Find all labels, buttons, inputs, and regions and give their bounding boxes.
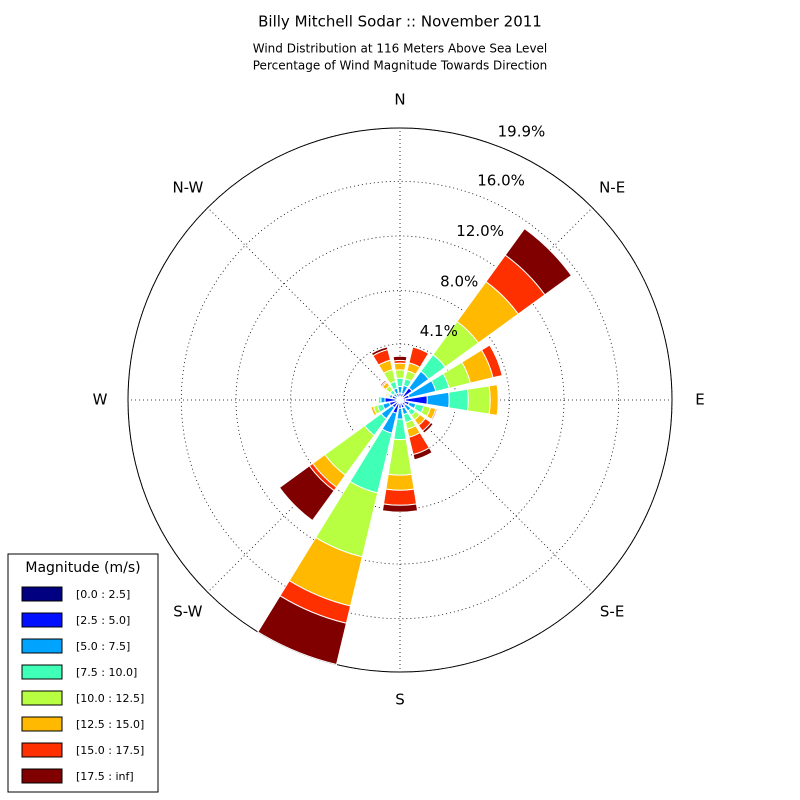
wind-bar-segment (504, 227, 573, 296)
grid-circle (290, 290, 510, 510)
legend-swatch (21, 664, 63, 680)
wind-bar-segment (379, 379, 388, 388)
polar-plot: N N-E E S-E S S-W W N-W 4.1% 8.0% 12.0% 16.0% 19.9% (93, 91, 705, 709)
wind-bar-segment (392, 355, 408, 362)
grid-circle (235, 235, 565, 565)
wind-bar-segment (396, 377, 404, 388)
legend-swatch (21, 742, 63, 758)
direction-label: W (93, 391, 108, 409)
wind-bar-segment (394, 369, 406, 379)
direction-label: E (695, 391, 704, 409)
wind-bar-segment (278, 465, 335, 522)
direction-label: S (395, 691, 405, 709)
wind-bar-segment (381, 503, 419, 513)
grid-circle (180, 180, 620, 620)
r-tick-label: 19.9% (498, 122, 546, 140)
wind-bar-segment (426, 391, 450, 409)
wind-bar-segment (488, 384, 499, 416)
legend-swatch (21, 638, 63, 654)
chart-title: Billy Mitchell Sodar :: November 2011 (258, 13, 542, 31)
legend-label: [17.5 : inf] (76, 770, 134, 783)
radial-grid-line (399, 399, 593, 593)
r-tick-label: 16.0% (477, 172, 525, 190)
legend-label: [10.0 : 12.5] (76, 692, 144, 705)
legend-swatch (21, 690, 63, 706)
wind-bar-segment (370, 406, 375, 416)
legend-label: [5.0 : 7.5] (76, 640, 130, 653)
legend-label: [12.5 : 15.0] (76, 718, 144, 731)
wind-bar-segment (384, 391, 388, 397)
legend-swatch (21, 586, 63, 602)
r-tick-label: 12.0% (456, 222, 504, 240)
wind-bar-segment (370, 346, 389, 357)
wind-bar-segment (393, 362, 407, 371)
wind-bar-segment (257, 595, 347, 666)
chart-subtitle: Wind Distribution at 116 Meters Above Se… (253, 42, 548, 56)
wind-bar-segment (421, 421, 434, 434)
legend-label: [0.0 : 2.5] (76, 588, 130, 601)
direction-label: S-E (600, 603, 624, 621)
direction-label: N-E (599, 178, 625, 196)
direction-label: S-W (173, 603, 202, 621)
wind-bar-segment (382, 488, 418, 506)
wind-bar-segment (387, 438, 413, 476)
legend-swatch (21, 612, 63, 628)
legend-swatch (21, 716, 63, 732)
legend: Magnitude (m/s) [0.0 : 2.5] [2.5 : 5.0] [5… (7, 553, 159, 793)
legend-label: [15.0 : 17.5] (76, 744, 144, 757)
wind-bar-segment (380, 396, 386, 404)
radial-grid-line (207, 207, 401, 401)
wind-bar-segment (466, 385, 491, 415)
direction-label: N-W (172, 178, 203, 196)
wind-bar-segment (393, 418, 407, 441)
r-tick-label: 8.0% (440, 273, 478, 291)
wind-bar-segment (412, 447, 433, 461)
legend-label: [2.5 : 5.0] (76, 614, 130, 627)
r-tick-label: 4.1% (420, 322, 458, 340)
wind-bar-segment (385, 473, 415, 491)
legend-label: [7.5 : 10.0] (76, 666, 137, 679)
direction-label: N (394, 91, 405, 109)
legend-swatch (21, 768, 63, 784)
chart-subtitle: Percentage of Wind Magnitude Towards Dir… (253, 59, 547, 73)
outer-circle (127, 127, 673, 673)
wind-bar-segment (448, 388, 469, 412)
legend-title: Magnitude (m/s) (25, 560, 140, 576)
